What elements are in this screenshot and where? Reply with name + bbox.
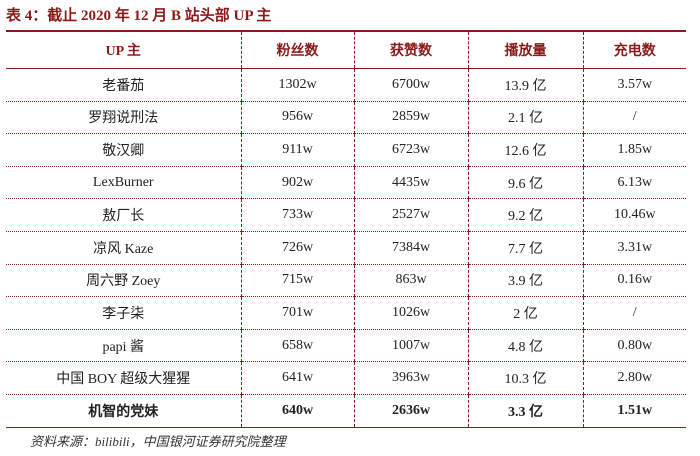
table-row: 老番茄 1302w 6700w 13.9 亿 3.57w [6, 68, 686, 102]
table-cell: 2.80w [582, 361, 686, 395]
table-cell: 9.2 亿 [467, 198, 583, 232]
table-body: 老番茄 1302w 6700w 13.9 亿 3.57w 罗翔说刑法 956w 2859w 2.… [6, 68, 686, 428]
table-row: 敬汉卿 911w 6723w 12.6 亿 1.85w [6, 133, 686, 167]
table-cell: 10.46w [582, 198, 686, 232]
table-cell: / [582, 101, 686, 135]
table-cell: 2527w [353, 198, 468, 232]
table-row: LexBurner 902w 4435w 9.6 亿 6.13w [6, 166, 686, 200]
table-cell: 3963w [353, 361, 468, 395]
table-row: 中国 BOY 超级大猩猩 641w 3963w 10.3 亿 2.80w [6, 361, 686, 395]
table-title: 表 4：截止 2020 年 12 月 B 站头部 UP 主 [6, 8, 272, 24]
table-row: 敖厂长 733w 2527w 9.2 亿 10.46w [6, 198, 686, 232]
table-cell: papi 酱 [6, 329, 241, 363]
table-cell: / [582, 296, 686, 330]
table-cell: 911w [240, 133, 354, 167]
table-cell: 956w [240, 101, 354, 135]
column-header: 充电数 [582, 30, 686, 69]
header-row: UP 主粉丝数 获赞数 播放量 充电数 [6, 30, 686, 69]
table-cell: 9.6 亿 [467, 166, 583, 200]
table-cell: 周六野 Zoey [6, 264, 241, 298]
table-cell: 2.1 亿 [467, 101, 583, 135]
table-cell: 640w [240, 394, 354, 428]
table-cell: 1.51w [582, 394, 686, 428]
column-header: 播放量 [467, 30, 583, 69]
table-cell: 3.57w [582, 68, 686, 102]
table-cell: 7384w [353, 231, 468, 265]
table-cell: 7.7 亿 [467, 231, 583, 265]
table-cell: 12.6 亿 [467, 133, 583, 167]
table-cell: 3.3 亿 [467, 394, 583, 428]
table-cell: 3.9 亿 [467, 264, 583, 298]
table-cell: 10.3 亿 [467, 361, 583, 395]
table-cell: 902w [240, 166, 354, 200]
column-header: 获赞数 [353, 30, 468, 69]
table-cell: 715w [240, 264, 354, 298]
column-header: UP 主 [6, 30, 241, 69]
table-row: 李子柒 701w 1026w 2 亿 / [6, 296, 686, 330]
table-cell: 0.16w [582, 264, 686, 298]
source-note: 资料来源：bilibili，中国银河证券研究院整理 [30, 434, 286, 449]
table-cell: 罗翔说刑法 [6, 101, 241, 135]
table-row: 周六野 Zoey 715w 863w 3.9 亿 0.16w [6, 264, 686, 298]
table-cell: 李子柒 [6, 296, 241, 330]
table-cell: 敬汉卿 [6, 133, 241, 167]
data-table: UP 主粉丝数 获赞数 播放量 充电数 老番茄 1302w 6700w 13.9 亿 3.57… [6, 30, 686, 428]
table-cell: 1026w [353, 296, 468, 330]
table-cell: 733w [240, 198, 354, 232]
table-cell: 726w [240, 231, 354, 265]
table-cell: 机智的党妹 [6, 394, 241, 428]
table-cell: 0.80w [582, 329, 686, 363]
table-cell: 4.8 亿 [467, 329, 583, 363]
table-cell: 1007w [353, 329, 468, 363]
table-row: 凉风 Kaze 726w 7384w 7.7 亿 3.31w [6, 231, 686, 265]
table-cell: LexBurner [6, 166, 241, 200]
table-cell: 凉风 Kaze [6, 231, 241, 265]
table-row: papi 酱 658w 1007w 4.8 亿 0.80w [6, 329, 686, 363]
table-cell: 老番茄 [6, 68, 241, 102]
table-cell: 6723w [353, 133, 468, 167]
table-cell: 4435w [353, 166, 468, 200]
table-cell: 658w [240, 329, 354, 363]
table-cell: 6700w [353, 68, 468, 102]
table-cell: 13.9 亿 [467, 68, 583, 102]
table-cell: 2 亿 [467, 296, 583, 330]
table-cell: 3.31w [582, 231, 686, 265]
table-cell: 敖厂长 [6, 198, 241, 232]
table-cell: 6.13w [582, 166, 686, 200]
table-cell: 701w [240, 296, 354, 330]
column-header: 粉丝数 [240, 30, 354, 69]
table-row: 罗翔说刑法 956w 2859w 2.1 亿 / [6, 101, 686, 135]
table-row: 机智的党妹 640w 2636w 3.3 亿 1.51w [6, 394, 686, 428]
table-cell: 1.85w [582, 133, 686, 167]
table-cell: 中国 BOY 超级大猩猩 [6, 361, 241, 395]
table-cell: 2636w [353, 394, 468, 428]
table-cell: 2859w [353, 101, 468, 135]
table-cell: 863w [353, 264, 468, 298]
table-cell: 641w [240, 361, 354, 395]
table-cell: 1302w [240, 68, 354, 102]
